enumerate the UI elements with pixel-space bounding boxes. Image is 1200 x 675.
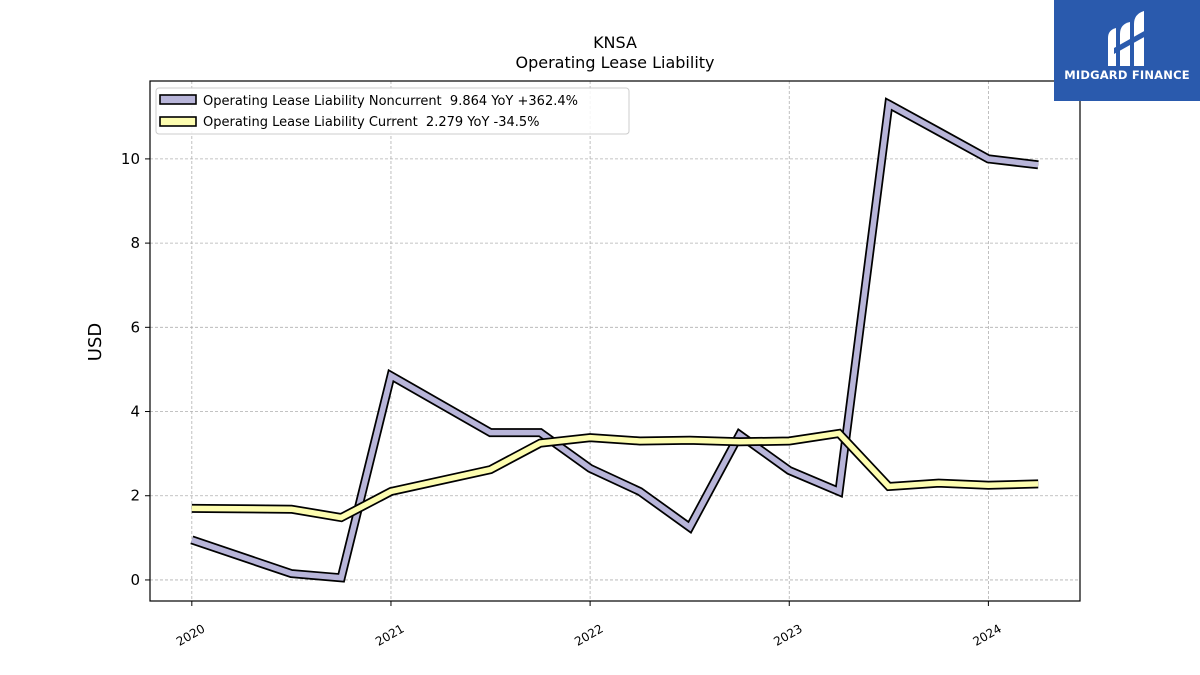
x-tick-label: 2021 [373, 621, 406, 648]
y-axis-label: USD [85, 323, 106, 361]
chart-title: KNSA [593, 33, 637, 52]
series-0 [190, 97, 1039, 583]
x-tick-label: 2024 [970, 621, 1003, 648]
legend-label-noncurrent: Operating Lease Liability Noncurrent 9.8… [203, 94, 578, 109]
series-line [190, 99, 1039, 581]
series-line [191, 430, 1039, 521]
logo-text: MIDGARD FINANCE [1064, 68, 1190, 82]
grid-lines [150, 81, 1080, 601]
chart-subtitle: Operating Lease Liability [515, 53, 714, 72]
y-tick-label: 4 [130, 403, 140, 421]
y-tick-label: 2 [130, 487, 140, 505]
x-tick-label: 2020 [174, 621, 207, 648]
y-tick-label: 0 [130, 571, 140, 589]
y-tick-label: 10 [121, 150, 140, 168]
midgard-finance-logo: MIDGARD FINANCE [1054, 0, 1200, 101]
y-tick-label: 6 [130, 318, 140, 336]
legend: Operating Lease Liability Noncurrent 9.8… [155, 87, 630, 135]
x-axis: 2020 2021 2022 2023 2024 [174, 601, 1004, 649]
x-tick-label: 2022 [572, 621, 605, 648]
legend-label-current: Operating Lease Liability Current 2.279 … [203, 115, 540, 130]
legend-frame [155, 87, 630, 135]
y-axis: 0 2 4 6 8 10 [121, 150, 150, 589]
midgard-logo-icon [1108, 11, 1146, 66]
legend-swatch-noncurrent [159, 94, 197, 105]
series-1 [191, 428, 1039, 523]
series-line-outline [190, 97, 1039, 583]
legend-swatch-current [159, 116, 197, 127]
plot-area-frame [149, 80, 1081, 602]
x-tick-label: 2023 [771, 621, 804, 648]
y-tick-label: 8 [130, 234, 140, 252]
series-layer [190, 97, 1039, 583]
